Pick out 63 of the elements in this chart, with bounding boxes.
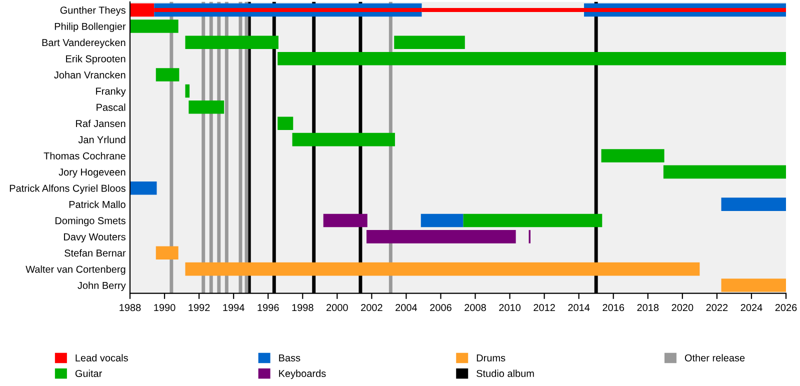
y-tick-label: Domingo Smets	[56, 216, 126, 226]
legend-label: Other release	[684, 354, 745, 362]
bar	[323, 214, 368, 228]
x-tick-label: 2018	[637, 304, 659, 312]
x-tick-label: 2002	[361, 304, 382, 312]
x-tick-label: 2012	[534, 304, 555, 312]
x-tick-label: 2014	[568, 304, 590, 312]
x-tick-label: 2024	[740, 304, 762, 312]
x-tick-label: 1990	[154, 304, 176, 312]
y-tick-label: Walter van Cortenberg	[26, 265, 126, 275]
x-tick-label: 1998	[292, 304, 314, 312]
x-tick-label: 1988	[120, 304, 141, 312]
y-tick-label: Franky	[96, 87, 126, 97]
legend-label: Drums	[476, 354, 506, 362]
y-tick-label: Thomas Cochrane	[44, 152, 126, 160]
y-tick-label: Raf Jansen	[76, 120, 126, 128]
legend-label: Guitar	[75, 370, 102, 378]
legend-label: Studio album	[476, 370, 534, 378]
x-tick-label: 2010	[499, 304, 521, 312]
y-tick-label: Pascal	[96, 104, 126, 111]
y-tick-label: Patrick Alfons Cyriel Bloos	[10, 184, 126, 194]
bar	[366, 230, 516, 244]
x-tick-label: 2022	[706, 304, 728, 312]
y-tick-label: Stefan Bernar	[64, 249, 126, 257]
bar	[278, 116, 294, 130]
bar	[188, 100, 224, 114]
bar	[420, 214, 464, 228]
bar	[601, 149, 664, 162]
bar	[130, 181, 157, 195]
bar	[721, 278, 786, 292]
bar	[394, 36, 465, 50]
bar	[463, 214, 602, 228]
y-tick-label: Jory Hogeveen	[58, 168, 126, 178]
legend-label: Keyboards	[279, 370, 326, 379]
x-tick-label: 2020	[672, 304, 694, 312]
bar	[185, 84, 190, 98]
x-tick-label: 1992	[188, 304, 210, 312]
x-tick-label: 1994	[223, 304, 244, 312]
x-tick-label: 2008	[464, 304, 486, 312]
y-tick-label: Bart Vandereycken	[42, 38, 126, 48]
x-tick-label: 1996	[258, 304, 279, 312]
bar	[156, 68, 180, 82]
bar	[663, 165, 786, 179]
bar	[156, 246, 178, 260]
bar	[130, 20, 178, 33]
legend-label: Bass	[279, 354, 300, 362]
x-tick-label: 2026	[775, 304, 797, 312]
y-tick-label: Johan Vrancken	[54, 71, 126, 79]
y-tick-label: John Berry	[78, 282, 126, 291]
y-tick-label: Patrick Mallo	[69, 200, 126, 208]
x-tick-label: 2016	[602, 304, 624, 312]
x-tick-label: 2006	[430, 304, 452, 312]
y-tick-label: Davy Wouters	[64, 233, 126, 242]
x-tick-label: 2000	[326, 304, 348, 312]
bar	[292, 132, 395, 146]
y-tick-label: Philip Bollengier	[54, 22, 126, 32]
bar	[721, 198, 786, 211]
legend-label: Lead vocals	[76, 354, 128, 362]
y-tick-label: Erik Sprooten	[66, 54, 126, 64]
bar	[185, 36, 278, 50]
y-tick-label: Gunther Theys	[60, 6, 126, 16]
y-tick-label: Jan Yrlund	[78, 136, 126, 144]
x-tick-label: 2004	[396, 304, 418, 312]
